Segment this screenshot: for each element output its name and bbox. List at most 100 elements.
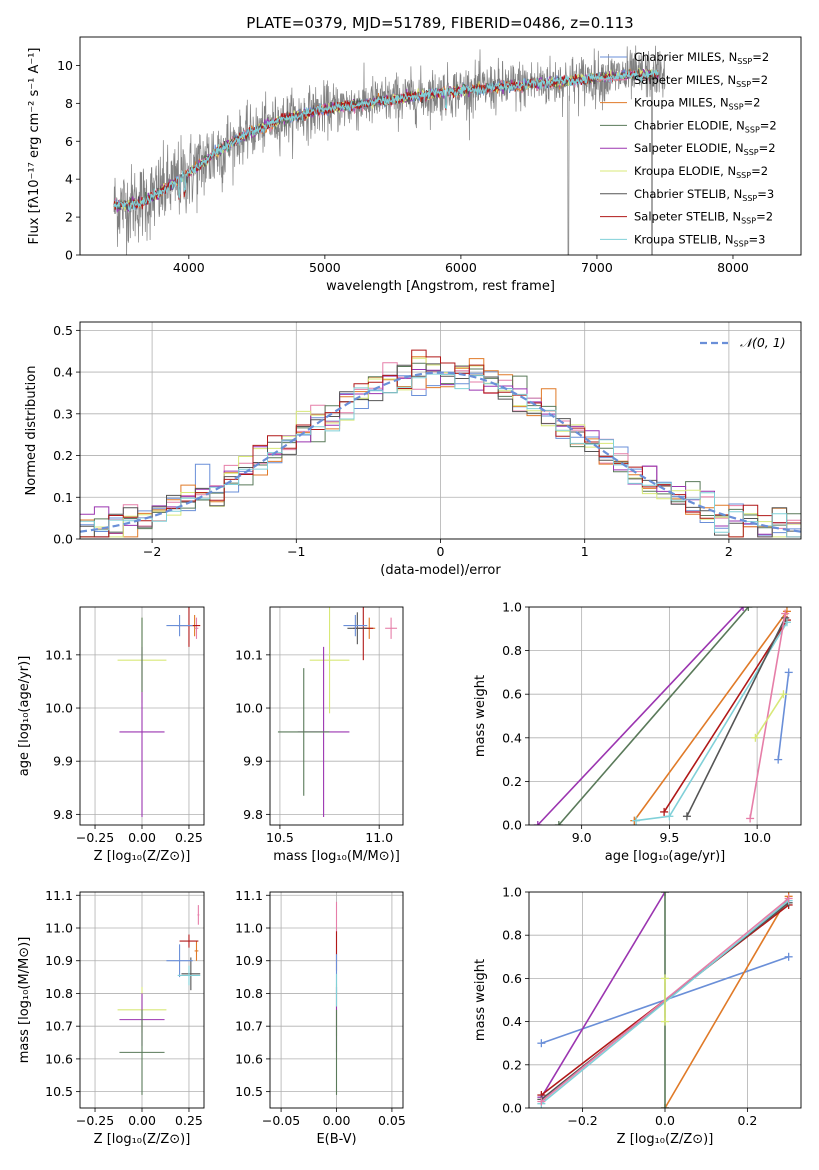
legend-text: Salpeter STELIB, N <box>634 210 741 224</box>
y-tick-label: 10.9 <box>235 953 263 968</box>
y-tick-label: 9.8 <box>53 807 73 822</box>
y-axis-label: age [log₁₀(age/yr)] <box>17 656 32 777</box>
y-axis-label: Flux [fλ10⁻¹⁷ erg cm⁻² s⁻¹ A⁻¹] <box>27 48 42 245</box>
x-tick-label: −0.25 <box>76 1113 114 1128</box>
weight-line-chabrier_stelib <box>686 617 786 817</box>
y-tick-label: 10.7 <box>45 1019 73 1034</box>
y-tick-label: 0.4 <box>53 365 73 380</box>
weight-line-salpeter_elodie <box>537 607 744 825</box>
y-tick-label: 10.1 <box>235 647 263 662</box>
x-tick-label: 0.25 <box>175 1113 203 1128</box>
x-tick-label: 2 <box>725 544 733 559</box>
legend-label: Kroupa ELODIE, NSSP=2 <box>634 164 768 180</box>
legend-label: Salpeter STELIB, NSSP=2 <box>634 210 773 226</box>
legend-suffix: =2 <box>760 118 777 132</box>
legend-subscript: SSP <box>744 148 759 157</box>
y-tick-label: 0.6 <box>502 971 522 986</box>
y-tick-label: 9.9 <box>53 754 73 769</box>
x-tick-label: 0.0 <box>655 1113 675 1128</box>
plot-area <box>270 607 403 825</box>
x-axis-label: mass [log₁₀(M/M⊙)] <box>273 849 400 864</box>
x-tick-label: 6000 <box>445 260 477 275</box>
y-tick-label: 0.0 <box>502 818 522 833</box>
weight-line-kroupa_miles <box>633 610 788 822</box>
legend-subscript: SSP <box>736 80 751 89</box>
axes-frame <box>528 891 802 1109</box>
legend-label: 𝒩(0, 1) <box>740 335 786 350</box>
y-tick-label: 11.1 <box>235 888 263 903</box>
y-tick-label: 0.5 <box>53 323 73 338</box>
legend-label: Chabrier MILES, NSSP=2 <box>634 50 769 66</box>
y-tick-label: 0.0 <box>502 1101 522 1116</box>
weight-line-kroupa_elodie <box>754 693 785 739</box>
legend-text: Kroupa ELODIE, N <box>634 164 736 178</box>
panel-age_vs_mass: 10.5 11.0 9.8 9.9 10.0 10.1 mass [log₁₀(M/M⊙)] <box>235 606 404 864</box>
weight-line-kroupa_stelib <box>635 621 788 822</box>
panel-age_vs_Z: −0.25 0.00 0.25 9.8 9.9 10.0 10.1 Z [log₁₀(Z/Z⊙… <box>17 606 205 864</box>
x-tick-label: 0.00 <box>128 1113 156 1128</box>
y-tick-label: 10.1 <box>45 647 73 662</box>
legend-label: Salpeter MILES, NSSP=2 <box>634 73 768 89</box>
weight-line-kroupa_miles <box>664 895 790 1108</box>
y-tick-label: 0.2 <box>502 1057 522 1072</box>
axes-frame <box>528 606 802 826</box>
y-tick-label: 11.0 <box>235 921 263 936</box>
y-tick-label: 0 <box>65 248 73 263</box>
y-tick-label: 10.9 <box>45 953 73 968</box>
legend-subscript: SSP <box>742 194 757 203</box>
y-tick-label: 0.8 <box>502 643 522 658</box>
panel-spectrum: 4000 5000 6000 7000 8000 0 2 4 6 8 10 wavelength [A… <box>27 36 802 294</box>
x-tick-label: −2 <box>143 544 161 559</box>
legend-label: Chabrier STELIB, NSSP=3 <box>634 187 774 203</box>
x-tick-label: 0.2 <box>737 1113 757 1128</box>
x-axis-label: wavelength [Angstrom, rest frame] <box>326 279 555 294</box>
y-tick-label: 10.7 <box>235 1019 263 1034</box>
plot-area <box>80 607 204 825</box>
panel-residual_histogram: −2 −1 0 1 2 0.0 0.1 0.2 0.3 0.4 0.5 (data-model)/er… <box>24 321 802 578</box>
x-tick-label: 7000 <box>581 260 613 275</box>
x-tick-label: −0.2 <box>567 1113 597 1128</box>
legend-subscript: SSP <box>734 239 749 248</box>
weight-line-salpeter_elodie <box>540 892 666 1098</box>
y-tick-label: 11.1 <box>45 888 73 903</box>
plot-area <box>113 45 666 255</box>
histogram-chabrier_stelib <box>80 363 801 538</box>
plot-area <box>80 892 204 1108</box>
x-axis-label: Z [log₁₀(Z/Z⊙)] <box>94 1132 191 1147</box>
legend-subscript: SSP <box>736 171 751 180</box>
gaussian-curve <box>80 371 801 533</box>
x-axis-label: (data-model)/error <box>380 563 501 578</box>
x-tick-label: −0.25 <box>76 830 114 845</box>
legend-label: Salpeter ELODIE, NSSP=2 <box>634 141 776 157</box>
x-tick-label: 0.25 <box>175 830 203 845</box>
y-tick-label: 0.4 <box>502 730 522 745</box>
y-tick-label: 0.1 <box>53 490 73 505</box>
axes-frame <box>269 606 404 826</box>
y-tick-label: 10 <box>57 58 73 73</box>
legend-text: Salpeter MILES, N <box>634 73 736 87</box>
legend-text: Kroupa STELIB, N <box>634 232 734 246</box>
axes-frame <box>269 891 404 1109</box>
x-tick-label: 0 <box>437 544 445 559</box>
x-tick-label: 10.0 <box>743 830 771 845</box>
x-tick-label: 1 <box>581 544 589 559</box>
weight-line-salpeter_stelib <box>663 619 788 813</box>
legend-suffix: =2 <box>751 73 768 87</box>
y-axis-label: mass weight <box>473 959 488 1041</box>
y-axis-label: mass weight <box>473 675 488 757</box>
axes-frame <box>79 891 205 1109</box>
y-tick-label: 10.8 <box>235 986 263 1001</box>
legend-suffix: =2 <box>751 164 768 178</box>
y-tick-label: 0.6 <box>502 687 522 702</box>
y-tick-label: 6 <box>65 134 73 149</box>
x-tick-label: 9.0 <box>572 830 592 845</box>
legend-label: Kroupa STELIB, NSSP=3 <box>634 232 765 248</box>
plot-area <box>270 892 403 1108</box>
y-axis-label: Normed distribution <box>24 366 39 496</box>
legend-text: Chabrier ELODIE, N <box>634 118 745 132</box>
y-tick-label: 10.0 <box>235 701 263 716</box>
legend-text: Salpeter ELODIE, N <box>634 141 744 155</box>
axes-frame <box>79 321 802 540</box>
legend-text: Chabrier MILES, N <box>634 50 737 64</box>
